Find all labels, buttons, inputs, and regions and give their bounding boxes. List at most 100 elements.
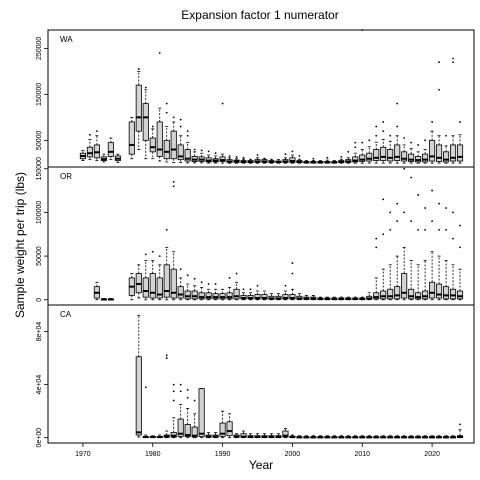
outlier-point [179,383,182,386]
box-body [352,156,359,163]
outlier-point [291,272,294,275]
outlier-point [179,268,182,271]
box-or-1993 [240,288,247,301]
box-wa-1977 [128,116,135,160]
box-body [219,422,226,437]
box-or-2006 [331,296,338,301]
outlier-point [340,155,343,158]
box-ca-1999 [282,428,289,439]
outlier-point [382,233,385,236]
x-tick-label: 2010 [354,451,370,458]
box-body [156,277,163,299]
box-ca-1982 [163,354,170,439]
outlier-point [200,149,203,152]
box-or-2015 [394,202,401,301]
outlier-point [291,150,294,153]
box-wa-1995 [254,154,261,164]
box-or-1999 [282,284,289,301]
y-tick-label-or: 0 [36,298,43,302]
box-wa-2004 [317,160,324,164]
box-or-2019 [422,207,429,301]
y-tick-label-wa: 150000 [36,83,43,106]
box-or-2021 [436,202,443,301]
box-body [184,149,191,162]
box-ca-1996 [261,433,268,439]
outlier-point [89,133,91,136]
box-body [387,149,394,162]
box-or-1992 [233,272,240,301]
box-ca-2001 [296,435,303,439]
box-body [394,286,401,300]
box-wa-1980 [149,125,156,160]
outlier-point [242,156,245,159]
box-or-2023 [449,211,457,301]
box-body [429,139,436,162]
box-wa-2015 [394,102,401,164]
box-body [135,84,142,132]
outlier-point [389,211,392,214]
y-tick-label-or: 50000 [36,246,43,266]
box-body [128,121,135,155]
box-wa-2006 [331,160,338,164]
box-wa-2008 [345,150,352,164]
outlier-point [214,152,217,155]
outlier-point [375,237,378,240]
box-ca-2008 [345,435,352,439]
outlier-point [179,390,182,393]
outlier-point [242,288,245,291]
box-body [142,277,149,298]
outlier-point [193,277,196,280]
outlier-point [326,156,329,159]
box-wa-1972 [93,130,100,161]
box-body [177,418,184,437]
box-ca-2017 [408,435,415,439]
box-body [415,292,422,300]
x-tick-label: 1980 [145,451,161,458]
box-or-1987 [198,281,205,301]
box-body [233,288,240,300]
box-or-1980 [149,250,156,301]
outlier-point [179,125,182,128]
box-or-1997 [268,293,275,301]
outlier-point [382,198,385,201]
box-wa-1970 [79,150,86,161]
box-wa-1979 [142,86,149,160]
box-ca-2009 [352,435,359,439]
box-or-2009 [352,296,359,301]
box-wa-2019 [422,139,429,164]
panel-label-ca: CA [60,310,72,319]
box-ca-1988 [205,431,212,439]
outlier-point [424,139,427,142]
box-ca-2022 [443,435,450,439]
chart-title: Expansion factor 1 numerator [181,8,338,22]
box-body [177,144,184,161]
outlier-point [445,228,447,231]
box-ca-2012 [373,435,380,439]
box-body [184,290,191,300]
box-or-1972 [93,281,100,301]
x-tick-label: 1970 [75,451,91,458]
panel-or: OR 0 50000 100000 150000 [36,157,475,306]
box-body [163,139,170,160]
box-or-2014 [387,211,394,301]
outlier-point [459,121,461,123]
box-or-2022 [443,207,450,301]
outlier-point [417,144,420,146]
panel-label-or: OR [60,172,72,181]
box-or-2007 [338,296,345,301]
box-ca-1986 [191,399,198,439]
box-or-2012 [373,237,380,301]
outlier-point [424,228,427,231]
outlier-point [445,207,447,209]
outlier-point [375,134,378,137]
box-ca-2023 [449,435,457,439]
box-ca-1987 [198,388,205,439]
box-wa-2007 [338,155,345,164]
box-body [142,103,149,141]
box-body [177,286,184,299]
outlier-point [172,399,175,402]
box-wa-2009 [352,141,359,164]
box-ca-1983 [170,383,177,439]
y-tick-label-or: 150000 [36,157,43,180]
box-body [86,146,93,158]
